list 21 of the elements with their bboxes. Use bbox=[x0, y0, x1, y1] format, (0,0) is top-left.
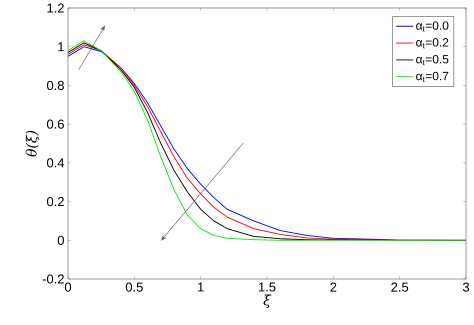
legend-label: α$_{t}$=0.0 bbox=[416, 21, 448, 32]
y-tick-label: 1.2 bbox=[47, 3, 64, 13]
y-tick-label: -0.2 bbox=[42, 274, 64, 284]
x-tick-label: 1.5 bbox=[258, 282, 276, 292]
y-tick-label: 0.2 bbox=[46, 196, 64, 206]
y-tick-label: 0.8 bbox=[46, 80, 64, 90]
x-tick-label: 0.5 bbox=[126, 282, 143, 292]
x-tick-label: 0 bbox=[64, 282, 72, 292]
legend-label: α$_{t}$=0.5 bbox=[416, 54, 448, 66]
x-tick-label: 2.5 bbox=[391, 282, 408, 292]
x-tick-label: 3 bbox=[462, 282, 470, 292]
y-tick-label: 0 bbox=[58, 236, 64, 245]
x-tick-label: 2 bbox=[330, 282, 336, 292]
legend-label: α$_{t}$=0.2 bbox=[416, 38, 448, 48]
y-axis-title: θ(ξ) bbox=[26, 130, 40, 156]
y-tick-label: 0.6 bbox=[46, 120, 64, 129]
y-tick-label: 1 bbox=[58, 42, 64, 52]
x-tick-label: 1 bbox=[198, 282, 204, 292]
y-tick-label: 0.4 bbox=[46, 158, 64, 168]
legend-label: α$_{t}$=0.7 bbox=[416, 72, 448, 82]
x-axis-title: ξ bbox=[264, 294, 272, 308]
